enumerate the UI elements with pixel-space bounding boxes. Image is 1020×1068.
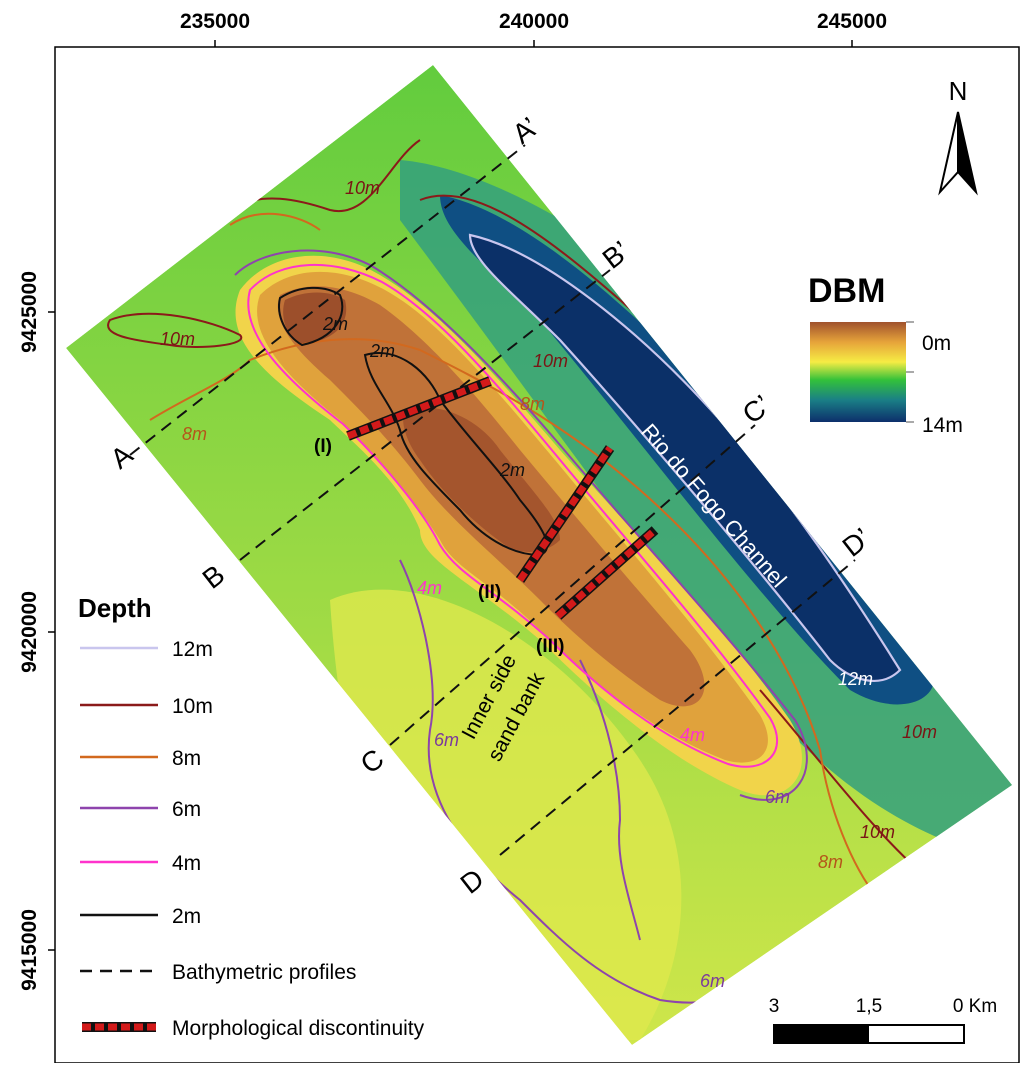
scale-label: 0 Km bbox=[953, 996, 997, 1017]
x-tick-label: 235000 bbox=[180, 10, 250, 33]
discontinuity-label-3: (III) bbox=[536, 636, 565, 657]
legend-label: 6m bbox=[172, 798, 201, 821]
dbm-legend: DBM 0m 14m bbox=[808, 272, 963, 437]
profile-label-b-prime: B’ bbox=[597, 235, 636, 275]
discontinuity-label-2: (II) bbox=[478, 582, 501, 603]
bathymetry-surface bbox=[66, 65, 1012, 1045]
profile-b bbox=[239, 269, 611, 561]
legend-label: 8m bbox=[172, 747, 201, 770]
legend-label-profile: Bathymetric profiles bbox=[172, 961, 356, 984]
profile-label-c-prime: C’ bbox=[737, 389, 777, 430]
contour-4m bbox=[247, 263, 778, 768]
profile-label-a-prime: A’ bbox=[507, 111, 544, 149]
profile-a bbox=[129, 144, 526, 456]
contour-label: 12m bbox=[838, 669, 873, 689]
contour-2m bbox=[278, 286, 344, 347]
y-tick-label: 9425000 bbox=[18, 271, 41, 353]
depth-legend: Depth 12m 10m 8m 6m 4m 2m Bathymetric pr… bbox=[78, 593, 425, 1040]
contour-8m bbox=[149, 338, 881, 901]
scale-bar: 3 1,5 0 Km bbox=[769, 996, 997, 1044]
contour-label: 4m bbox=[680, 725, 705, 745]
legend-label-discontinuity: Morphological discontinuity bbox=[172, 1017, 425, 1040]
contour-label: 6m bbox=[700, 971, 725, 991]
contour-label-group: 10m 10m 10m 10m 10m 8m 8m 8m 2m 2m 2m 4m… bbox=[160, 178, 937, 991]
y-axis-ticks bbox=[48, 311, 55, 951]
scale-label: 1,5 bbox=[856, 996, 882, 1017]
legend-label: 12m bbox=[172, 638, 213, 661]
contour-label: 2m bbox=[322, 314, 348, 334]
dbm-max-label: 14m bbox=[922, 414, 963, 437]
profile-label-d-prime: D’ bbox=[837, 522, 877, 563]
contour-label: 2m bbox=[499, 460, 525, 480]
discontinuity-label-1: (I) bbox=[314, 436, 332, 457]
contour-10m bbox=[107, 312, 243, 348]
discontinuity-lines bbox=[346, 376, 659, 620]
contour-12m bbox=[468, 233, 902, 682]
dbm-title: DBM bbox=[808, 272, 885, 310]
profile-c bbox=[389, 424, 756, 746]
profile-label-a: A bbox=[105, 439, 139, 475]
y-tick-label: 9420000 bbox=[18, 591, 41, 673]
x-tick-label: 240000 bbox=[499, 10, 569, 33]
contour-label: 10m bbox=[345, 178, 380, 198]
contour-6m bbox=[579, 659, 641, 941]
profile-lines bbox=[129, 144, 856, 856]
dbm-min-label: 0m bbox=[922, 332, 951, 355]
contour-label: 8m bbox=[182, 424, 207, 444]
y-tick-label: 9415000 bbox=[18, 909, 41, 991]
contour-label: 6m bbox=[434, 730, 459, 750]
legend-label: 4m bbox=[172, 852, 201, 875]
contour-label: 10m bbox=[860, 822, 895, 842]
contour-label: 2m bbox=[369, 341, 395, 361]
dbm-color-ramp bbox=[810, 322, 906, 422]
north-arrow-icon: N bbox=[938, 76, 978, 196]
north-label: N bbox=[949, 76, 968, 106]
contour-label: 4m bbox=[417, 578, 442, 598]
contour-label: 8m bbox=[818, 852, 843, 872]
legend-label: 10m bbox=[172, 695, 213, 718]
profile-d bbox=[499, 559, 856, 856]
contour-8m bbox=[229, 212, 321, 231]
contour-label: 10m bbox=[533, 351, 568, 371]
contour-label: 10m bbox=[902, 722, 937, 742]
contour-label: 10m bbox=[160, 329, 195, 349]
legend-label: 2m bbox=[172, 905, 201, 928]
contour-label: 6m bbox=[765, 787, 790, 807]
contour-label: 8m bbox=[520, 394, 545, 414]
depth-legend-title: Depth bbox=[78, 593, 152, 623]
scale-label: 3 bbox=[769, 996, 780, 1017]
contour-10m bbox=[229, 139, 421, 213]
x-axis-ticks bbox=[214, 40, 853, 47]
x-tick-label: 245000 bbox=[817, 10, 887, 33]
contour-6m bbox=[234, 249, 808, 801]
